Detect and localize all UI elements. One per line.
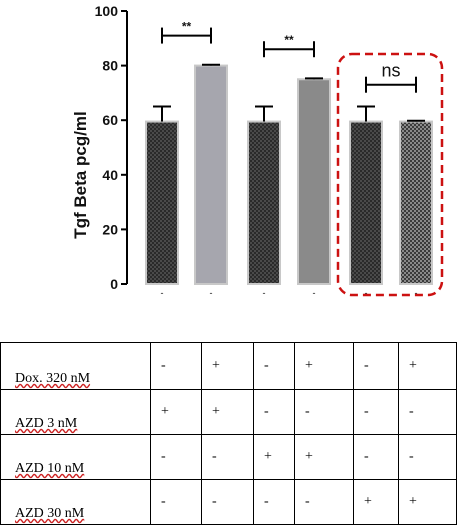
- y-axis-label: Tgf Beta pcg/ml: [71, 111, 90, 239]
- condition-value: +: [294, 434, 354, 480]
- bars: ------: [145, 64, 433, 298]
- y-tick-label: 60: [102, 112, 118, 128]
- condition-value: -: [398, 389, 457, 435]
- y-tick-label: 80: [102, 58, 118, 74]
- bar-chart: 0 20 40 60 80 100 - - - - - - ** ** ns Tgf Beta pcg/…: [71, 3, 444, 298]
- significance-label: **: [182, 20, 192, 34]
- bar: [297, 78, 331, 285]
- condition-label: AZD 3 nM: [15, 416, 78, 431]
- bar: [247, 120, 281, 285]
- condition-value: -: [353, 389, 399, 435]
- condition-value: +: [150, 389, 202, 435]
- significance-label: ns: [381, 61, 400, 81]
- highlight-box: [336, 52, 444, 297]
- x-tick-label: -: [415, 288, 418, 298]
- condition-value: -: [353, 434, 399, 480]
- condition-value: +: [398, 342, 457, 390]
- table-row: Dox. 320 nM - + - + - +: [0, 342, 457, 390]
- condition-value: -: [150, 342, 202, 390]
- x-tick-label: -: [365, 288, 368, 298]
- x-tick-label: -: [161, 288, 164, 298]
- condition-label-cell: AZD 3 nM: [0, 389, 151, 435]
- bar: [145, 120, 179, 285]
- treatment-conditions-table: Dox. 320 nM - + - + - + AZD 3 nM + + - - - - AZD 10 nM…: [0, 342, 457, 525]
- condition-value: +: [201, 342, 254, 390]
- chart-area: 0 20 40 60 80 100 - - - - - - ** ** ns Tgf Beta pcg/…: [71, 3, 444, 298]
- condition-label-cell: AZD 30 nM: [0, 479, 151, 525]
- condition-value: -: [253, 479, 295, 525]
- y-tick-label: 0: [110, 276, 118, 292]
- bar: [349, 120, 383, 285]
- significance-label: **: [284, 33, 294, 47]
- condition-value: -: [294, 389, 354, 435]
- condition-label-cell: AZD 10 nM: [0, 434, 151, 480]
- error-bars: [153, 63, 425, 122]
- condition-value: -: [353, 342, 399, 390]
- table-row: AZD 30 nM - - - - + +: [0, 479, 457, 525]
- table-row: AZD 10 nM - - + + - -: [0, 434, 457, 480]
- table-row: AZD 3 nM + + - - - -: [0, 389, 457, 435]
- condition-value: +: [353, 479, 399, 525]
- x-tick-label: -: [263, 288, 266, 298]
- condition-value: -: [150, 434, 202, 480]
- y-tick-label: 20: [102, 221, 118, 237]
- condition-label: Dox. 320 nM: [15, 371, 91, 386]
- condition-value: -: [253, 342, 295, 390]
- x-tick-label: -: [210, 288, 213, 298]
- condition-label: AZD 30 nM: [15, 506, 85, 521]
- condition-value: +: [294, 342, 354, 390]
- y-tick-label: 40: [102, 167, 118, 183]
- condition-value: +: [201, 389, 254, 435]
- x-tick-label: -: [313, 288, 316, 298]
- condition-value: -: [398, 434, 457, 480]
- condition-value: -: [201, 479, 254, 525]
- condition-value: +: [398, 479, 457, 525]
- condition-value: -: [294, 479, 354, 525]
- y-tick-label: 100: [95, 3, 119, 19]
- condition-value: -: [150, 479, 202, 525]
- bar: [399, 120, 433, 285]
- y-axis: 0 20 40 60 80 100: [95, 3, 128, 292]
- condition-label-cell: Dox. 320 nM: [0, 342, 151, 390]
- condition-value: -: [253, 389, 295, 435]
- condition-value: +: [253, 434, 295, 480]
- annotations: ** ** ns: [161, 20, 444, 297]
- condition-value: -: [201, 434, 254, 480]
- condition-label: AZD 10 nM: [15, 461, 85, 476]
- bar: [194, 64, 228, 285]
